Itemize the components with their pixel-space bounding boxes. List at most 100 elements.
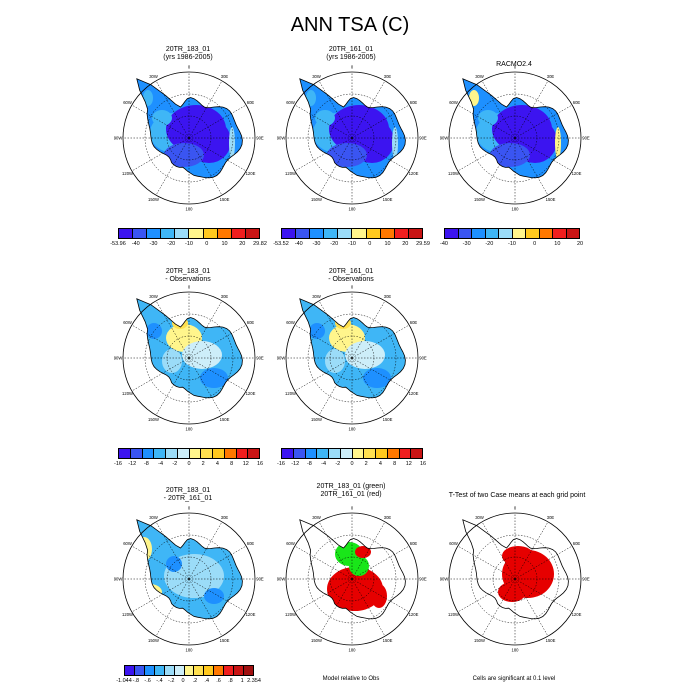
longitude-label: 60E xyxy=(410,320,418,325)
colorbar-tick-label: -8 xyxy=(143,461,149,467)
longitude-label: 30E xyxy=(221,515,229,520)
longitude-label: 90W xyxy=(440,577,448,582)
colorbar-swatch xyxy=(204,666,215,675)
colorbar-swatch xyxy=(164,666,175,675)
longitude-label: 90E xyxy=(419,356,427,361)
coastline xyxy=(136,519,243,620)
longitude-label: 150E xyxy=(220,417,230,422)
longitude-label: 30W xyxy=(312,74,321,79)
colorbar-swatch xyxy=(130,449,143,458)
longitude-label: 120E xyxy=(409,391,419,396)
longitude-label: 120W xyxy=(122,391,133,396)
colorbar-swatch xyxy=(399,449,412,458)
colorbar-swatch xyxy=(244,666,253,675)
longitude-label: 150W xyxy=(474,638,485,643)
colorbar-tick-label: 20 xyxy=(402,241,409,247)
colorbar-swatch xyxy=(231,229,246,238)
colorbar-tick-label: 10 xyxy=(554,241,561,247)
field-patch xyxy=(309,323,325,339)
longitude-label: 30E xyxy=(384,294,392,299)
coastline xyxy=(462,78,569,179)
longitude-label: 60E xyxy=(247,541,255,546)
longitude-label: 0 xyxy=(188,506,191,511)
colorbar-swatch xyxy=(174,666,185,675)
longitude-label: 90W xyxy=(114,356,122,361)
colorbar-tick-label: -40 xyxy=(294,241,303,247)
map-panel-p11: 0 30E 60E 90E 120E 150E 180 150W 120W 90W 60W 30W xyxy=(114,63,264,213)
colorbar-swatch xyxy=(324,229,339,238)
colorbar-swatch xyxy=(394,229,409,238)
longitude-label: 30W xyxy=(149,294,158,299)
field-patch xyxy=(392,127,398,159)
colorbar-tick-label: -4 xyxy=(158,461,164,467)
colorbar-tick-label: -53.52 xyxy=(273,241,289,247)
colorbar-tick-label: -8 xyxy=(306,461,312,467)
colorbar-tick-label: 0 xyxy=(181,678,185,684)
coastline xyxy=(136,298,243,399)
longitude-label: 90E xyxy=(419,136,427,141)
colorbar-swatch xyxy=(213,449,225,458)
colorbar-swatch xyxy=(352,449,365,458)
longitude-label: 30E xyxy=(547,74,555,79)
longitude-label: 120W xyxy=(122,171,133,176)
field-patch xyxy=(490,143,530,167)
longitude-label: 60W xyxy=(449,541,458,546)
longitude-label: 120W xyxy=(285,171,296,176)
longitude-label: 120W xyxy=(285,391,296,396)
colorbar-swatch xyxy=(282,449,294,458)
colorbar-tick-label: -20 xyxy=(330,241,339,247)
colorbar-swatch xyxy=(310,229,325,238)
colorbar-swatch xyxy=(133,229,148,238)
colorbar-tick-label: .2 xyxy=(192,678,198,684)
colorbar-swatch xyxy=(189,449,202,458)
colorbar-swatch xyxy=(458,229,472,238)
colorbar-swatch xyxy=(234,666,245,675)
colorbar-tick-label: .8 xyxy=(228,678,233,684)
colorbar-tick-label: 0 xyxy=(205,241,209,247)
longitude-label: 180 xyxy=(512,648,520,653)
colorbar-swatch xyxy=(154,449,166,458)
colorbar-tick-label: 0 xyxy=(368,241,372,247)
colorbar-tick-label: -1.044 xyxy=(116,678,132,684)
longitude-label: 150E xyxy=(383,638,393,643)
longitude-label: 150W xyxy=(148,638,159,643)
colorbar-tick-label: -10 xyxy=(185,241,193,247)
colorbar-tick-label: 20 xyxy=(239,241,246,247)
longitude-label: 60W xyxy=(123,541,132,546)
field-patch xyxy=(327,143,367,167)
longitude-label: 0 xyxy=(351,65,354,70)
longitude-label: 90E xyxy=(582,577,590,582)
field-patch xyxy=(164,143,204,167)
longitude-label: 30E xyxy=(221,74,229,79)
colorbar-swatch xyxy=(512,229,526,238)
colorbar-labels-p11: -53.96 -40 -30 -20 -10 0 10 20 29.82 xyxy=(110,241,267,249)
colorbar-swatch xyxy=(201,449,213,458)
colorbar-swatch xyxy=(485,229,499,238)
map-panel-p33: 0 30E 60E 90E 120E 150E 180 150W 120W 90W 60W 30W xyxy=(440,504,590,654)
longitude-label: 120E xyxy=(409,612,419,617)
longitude-label: 0 xyxy=(188,285,191,290)
field-patch xyxy=(555,127,561,159)
colorbar-labels-p12: -53.52 -40 -30 -20 -10 0 10 20 29.59 xyxy=(273,241,430,249)
longitude-label: 120W xyxy=(122,612,133,617)
colorbar-tick-label: 8 xyxy=(393,461,397,467)
colorbar-swatch xyxy=(184,666,195,675)
colorbar-swatch xyxy=(408,229,422,238)
panel-title-p32: 20TR_183_01 (green) 20TR_161_01 (red) xyxy=(316,483,386,498)
map-panel-p13: 0 30E 60E 90E 120E 150E 180 150W 120W 90W 60W 30W xyxy=(440,63,590,213)
longitude-label: 120W xyxy=(448,171,459,176)
colorbar-tick-label: 16 xyxy=(419,461,427,467)
colorbar-swatch xyxy=(296,229,311,238)
colorbar-swatch xyxy=(338,229,353,238)
longitude-label: 180 xyxy=(186,648,194,653)
colorbar-swatch xyxy=(526,229,540,238)
map-panel-p31: 0 30E 60E 90E 120E 150E 180 150W 120W 90W 60W 30W xyxy=(114,504,264,654)
colorbar-swatch xyxy=(119,449,131,458)
longitude-label: 0 xyxy=(188,65,191,70)
colorbar-tick-label: 0 xyxy=(533,241,537,247)
colorbar-swatch xyxy=(539,229,553,238)
longitude-label: 120E xyxy=(572,612,582,617)
field-patch xyxy=(166,556,182,572)
colorbar-swatch xyxy=(305,449,318,458)
colorbar-p31 xyxy=(124,665,254,676)
